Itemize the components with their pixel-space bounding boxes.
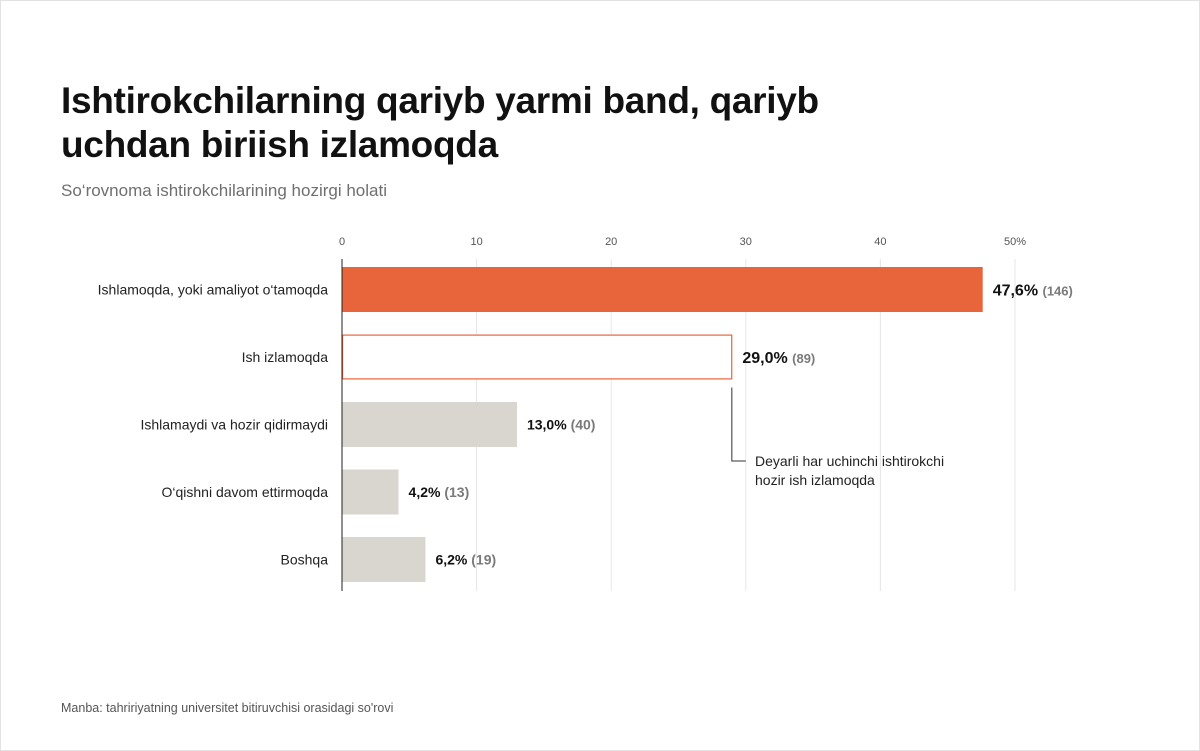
- data-label: 29,0% (89): [742, 350, 815, 367]
- source-note: Manba: tahririyatning universitet bitiru…: [61, 701, 394, 715]
- annotation-leader-line: [731, 387, 746, 462]
- category-label: Ish izlamoqda: [242, 349, 329, 365]
- chart-title-line-1: Ishtirokchilarning qariyb yarmi band, qa…: [61, 80, 819, 121]
- x-tick-label: 30: [740, 236, 752, 248]
- data-label: 13,0% (40): [527, 417, 596, 433]
- category-label: Ishlamoqda, yoki amaliyot o‘tamoqda: [98, 282, 329, 298]
- category-label: Boshqa: [281, 552, 329, 568]
- x-tick-label: 50%: [1004, 236, 1026, 248]
- count-label: (40): [571, 417, 596, 433]
- chart-title-line-2: uchdan biriish izlamoqda: [61, 124, 498, 165]
- x-tick-label: 40: [874, 236, 886, 248]
- bar: [342, 267, 983, 312]
- annotation-text: hozir ish izlamoqda: [755, 472, 875, 488]
- x-tick-label: 20: [605, 236, 617, 248]
- bar: [342, 469, 399, 515]
- data-label: 47,6% (146): [993, 283, 1073, 300]
- chart-title: Ishtirokchilarning qariyb yarmi band, qa…: [61, 79, 861, 167]
- category-label: O‘qishni davom ettirmoqda: [161, 484, 328, 500]
- bar: [342, 334, 733, 380]
- count-label: (89): [792, 351, 815, 366]
- count-label: (146): [1043, 284, 1073, 299]
- x-tick-label: 0: [339, 236, 345, 248]
- category-label: Ishlamaydi va hozir qidirmaydi: [140, 417, 328, 433]
- count-label: (13): [444, 484, 469, 500]
- bar-chart: 0 10 20 30 40 50% Ishlamoqda, yoki amaliyot o‘…: [98, 236, 1073, 591]
- bar: [342, 402, 517, 447]
- count-label: (19): [471, 552, 496, 568]
- data-label: 6,2% (19): [435, 552, 496, 568]
- annotation-text: Deyarli har uchinchi ishtirokchi: [755, 453, 944, 469]
- x-tick-label: 10: [470, 236, 482, 248]
- bar: [342, 537, 426, 582]
- chart-subtitle: So‘rovnoma ishtirokchilarining hozirgi h…: [61, 181, 387, 200]
- data-label: 4,2% (13): [409, 484, 470, 500]
